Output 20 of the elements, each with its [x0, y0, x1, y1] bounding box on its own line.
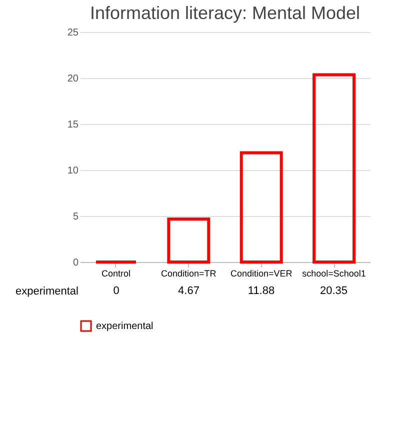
text: experimental	[16, 286, 78, 298]
bar	[240, 151, 283, 264]
chart-title: Information literacy: Mental Model	[90, 3, 360, 23]
bar	[312, 73, 356, 264]
y-tick-label: 25	[67, 28, 79, 38]
data-label: 20.35	[320, 285, 348, 297]
y-tick-label: 0	[72, 258, 79, 268]
x-tick-label: Condition=VER	[230, 268, 293, 278]
y-tick-label: 20	[67, 74, 79, 84]
y-tick-label: 10	[67, 166, 79, 176]
data-label: 11.88	[248, 285, 275, 297]
data-label: 0	[113, 285, 120, 297]
legend-label: experimental	[96, 321, 154, 332]
bar	[167, 218, 210, 264]
data-label: 4.67	[178, 285, 200, 297]
y-tick-label: 15	[67, 120, 79, 130]
x-tick-label: Condition=TR	[161, 268, 217, 278]
x-tick-label: Control	[101, 268, 130, 278]
x-tick-label: school=School1	[302, 268, 366, 278]
y-tick-label: 5	[72, 212, 79, 222]
